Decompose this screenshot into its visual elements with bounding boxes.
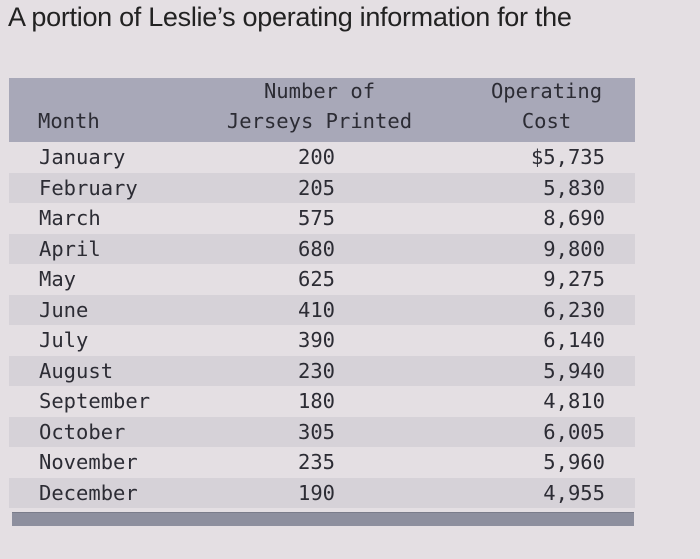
- table-row: July 390 6,140: [9, 325, 635, 356]
- cell-cost: 4,955: [543, 480, 605, 505]
- table-row: September 180 4,810: [9, 386, 635, 417]
- cell-jerseys: 680: [298, 236, 336, 261]
- cell-month: March: [39, 206, 101, 230]
- header-month: Month: [38, 109, 100, 133]
- header-operating-cost: Operating Cost: [479, 76, 614, 136]
- table-row: October 305 6,005: [9, 416, 635, 447]
- table-row: March 575 8,690: [9, 203, 635, 234]
- cell-month: September: [39, 389, 151, 413]
- cell-cost: 4,810: [543, 389, 605, 413]
- cell-jerseys: 190: [298, 480, 336, 505]
- table-footer-bar: [12, 512, 634, 526]
- cell-cost: 5,960: [543, 450, 605, 474]
- table-row: April 680 9,800: [9, 233, 635, 264]
- cell-cost: 5,830: [543, 175, 605, 200]
- cell-jerseys: 230: [298, 358, 336, 383]
- cell-cost: 9,800: [543, 236, 605, 261]
- cell-month: May: [39, 267, 77, 291]
- cell-month: January: [39, 145, 126, 169]
- cell-jerseys: 575: [298, 206, 336, 230]
- table-row: February 205 5,830: [9, 172, 635, 203]
- cell-jerseys: 410: [298, 297, 336, 322]
- cell-month: December: [39, 480, 138, 505]
- cell-jerseys: 200: [298, 145, 336, 169]
- cell-cost: 9,275: [543, 267, 605, 291]
- header-jerseys-line2: Jerseys Printed: [226, 109, 413, 133]
- cell-cost: 6,140: [543, 328, 605, 352]
- cell-jerseys: 205: [298, 175, 336, 200]
- cell-jerseys: 625: [298, 267, 336, 291]
- cell-jerseys: 235: [298, 450, 336, 474]
- table-row: August 230 5,940: [9, 355, 635, 386]
- cell-month: February: [39, 175, 138, 200]
- cell-jerseys: 305: [298, 419, 336, 444]
- cell-cost: 6,005: [543, 419, 605, 444]
- cell-cost: 6,230: [543, 297, 605, 322]
- cell-month: July: [39, 328, 89, 352]
- cell-jerseys: 180: [298, 389, 336, 413]
- header-cost-line1: Operating: [490, 79, 603, 103]
- cell-month: October: [39, 419, 126, 444]
- cell-month: April: [39, 236, 101, 261]
- operating-data-table: Month Number of Jerseys Printed Operatin…: [9, 74, 635, 508]
- table-row: June 410 6,230: [9, 294, 635, 325]
- header-cost-line2: Cost: [521, 109, 572, 133]
- cell-cost: 8,690: [543, 206, 605, 230]
- header-jerseys-printed: Number of Jerseys Printed: [207, 76, 432, 136]
- table-header: Month Number of Jerseys Printed Operatin…: [9, 78, 635, 142]
- table-row: November 235 5,960: [9, 447, 635, 478]
- header-jerseys-line1: Number of: [263, 79, 376, 103]
- table-row: December 190 4,955: [9, 477, 635, 508]
- cell-cost: 5,940: [543, 358, 605, 383]
- intro-text: A portion of Leslie’s operating informat…: [8, 2, 572, 32]
- cell-cost: $5,735: [530, 145, 605, 169]
- cell-month: August: [39, 358, 114, 383]
- cell-jerseys: 390: [298, 328, 336, 352]
- table-row: May 625 9,275: [9, 264, 635, 295]
- cell-month: November: [39, 450, 138, 474]
- cell-month: June: [39, 297, 89, 322]
- table-row: January 200 $5,735: [9, 142, 635, 173]
